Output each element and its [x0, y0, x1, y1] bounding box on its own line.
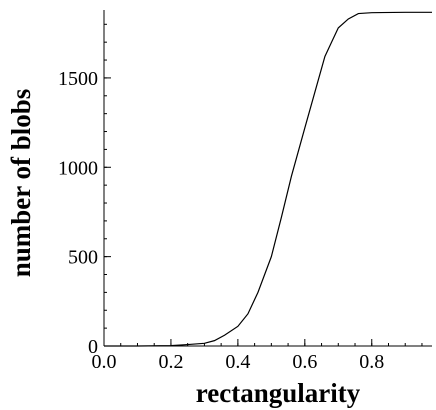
x-tick-label: 0.4 — [225, 351, 250, 373]
x-tick-label: 0.2 — [158, 351, 183, 373]
x-tick-label: 0.6 — [292, 351, 317, 373]
ticks — [103, 23, 423, 347]
axes — [103, 10, 432, 347]
series — [104, 11, 432, 347]
x-tick-label: 0.8 — [359, 351, 384, 373]
x-tick-label: 0.0 — [92, 351, 117, 373]
y-tick-label: 0 — [88, 336, 98, 358]
series-line — [104, 11, 432, 347]
tick-labels: 0.0 0.2 0.4 0.6 0.8 0 500 1000 1500 — [58, 68, 384, 373]
y-axis-title: number of blobs — [6, 89, 36, 278]
y-tick-label: 500 — [68, 247, 98, 269]
x-axis-title: rectangularity — [196, 378, 361, 408]
y-tick-label: 1000 — [58, 157, 98, 179]
y-tick-label: 1500 — [58, 68, 98, 90]
